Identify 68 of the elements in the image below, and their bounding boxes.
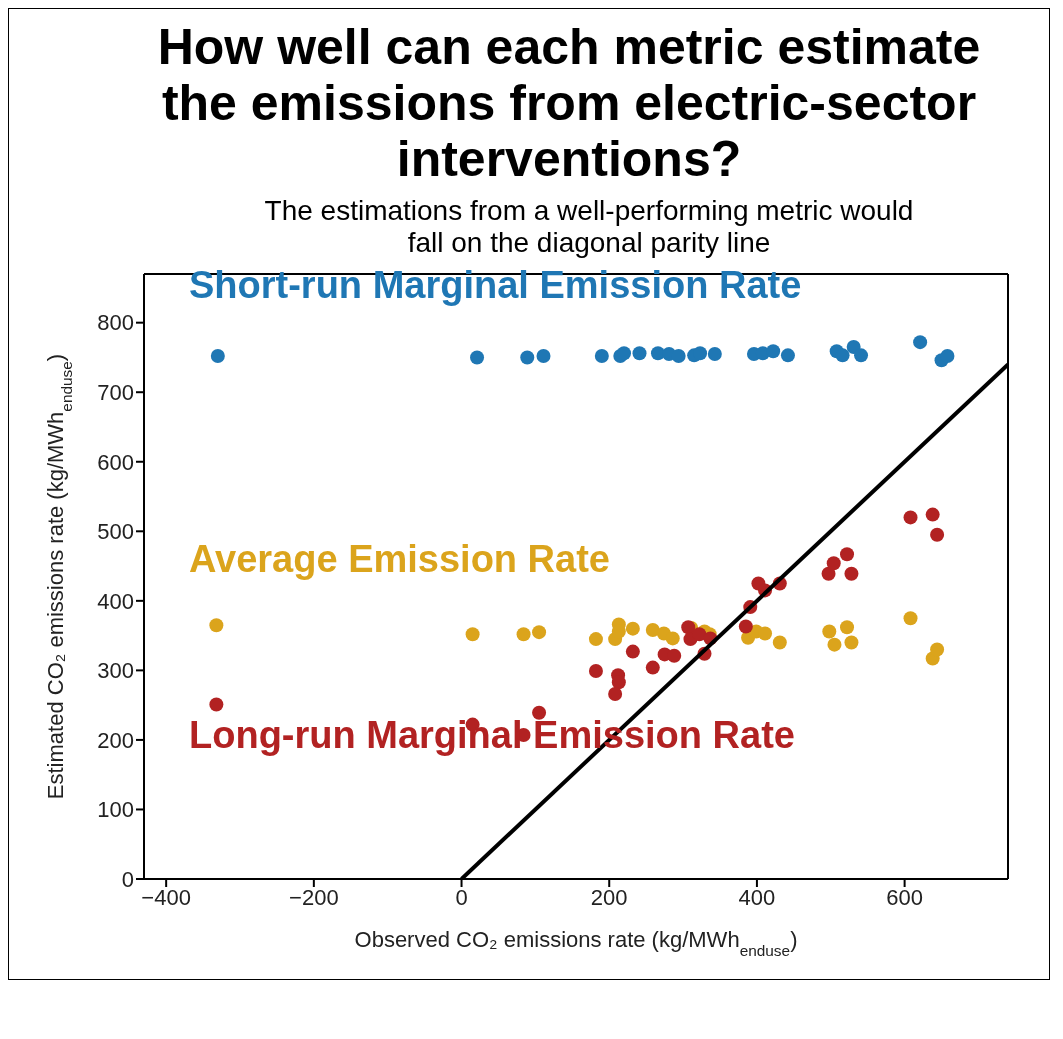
y-tick-label: 500	[97, 519, 134, 545]
x-tick-label: 600	[886, 884, 923, 910]
point	[826, 556, 841, 571]
point	[758, 626, 773, 641]
point	[707, 346, 722, 361]
series-label: Short-run Marginal Emission Rate	[189, 264, 802, 306]
y-tick-label: 0	[121, 866, 134, 892]
point	[617, 346, 631, 361]
point	[209, 618, 224, 633]
point	[625, 621, 640, 636]
point	[594, 349, 609, 364]
point	[780, 348, 795, 363]
point	[588, 664, 603, 679]
point	[930, 642, 945, 657]
chart-subtitle: The estimations from a well-performing metric would fall on the diagonal parity line	[263, 195, 915, 259]
point	[821, 566, 836, 581]
point	[840, 620, 855, 635]
y-tick-label: 800	[97, 310, 134, 336]
x-tick-label: 200	[590, 884, 628, 910]
point	[940, 349, 955, 364]
x-tick-label: 400	[738, 884, 776, 910]
y-tick-label: 100	[97, 797, 134, 823]
point	[671, 349, 686, 364]
point	[209, 697, 224, 712]
y-tick-label: 700	[97, 380, 134, 406]
point	[766, 344, 781, 359]
point	[738, 619, 753, 634]
point	[692, 627, 707, 642]
chart-title: How well can each metric estimate the emissions from electric-sector interventions?	[156, 19, 982, 187]
point	[588, 632, 603, 647]
y-tick-label: 600	[97, 449, 134, 475]
point	[520, 350, 535, 365]
x-tick-label: 0	[455, 884, 468, 910]
point	[608, 687, 623, 702]
point	[844, 635, 859, 650]
y-tick-label: 400	[97, 588, 134, 614]
point	[693, 346, 708, 361]
point	[210, 349, 225, 364]
x-tick-label: −200	[289, 884, 339, 910]
point	[645, 660, 660, 675]
point	[840, 547, 855, 562]
point	[516, 627, 531, 642]
point	[903, 510, 918, 525]
point	[470, 350, 485, 365]
point	[536, 349, 551, 364]
y-tick-label: 300	[97, 658, 134, 684]
point	[645, 623, 660, 638]
point	[611, 675, 626, 690]
point	[827, 637, 842, 652]
point	[822, 624, 837, 639]
point	[667, 648, 682, 663]
point	[903, 611, 918, 626]
point	[465, 627, 480, 642]
x-tick-label: −400	[141, 884, 191, 910]
point	[835, 348, 850, 363]
point	[625, 644, 640, 659]
x-axis-title: Observed CO₂ emissions rate (kg/MWh$_{enduse}$)	[354, 927, 798, 959]
point	[772, 635, 787, 650]
point	[665, 631, 680, 646]
point	[632, 346, 647, 361]
point	[925, 507, 940, 522]
point	[844, 566, 859, 581]
point	[854, 348, 869, 363]
series-label: Average Emission Rate	[189, 538, 610, 580]
point	[913, 335, 928, 350]
y-tick-label: 200	[97, 727, 134, 753]
point	[532, 625, 547, 640]
point	[930, 527, 945, 542]
